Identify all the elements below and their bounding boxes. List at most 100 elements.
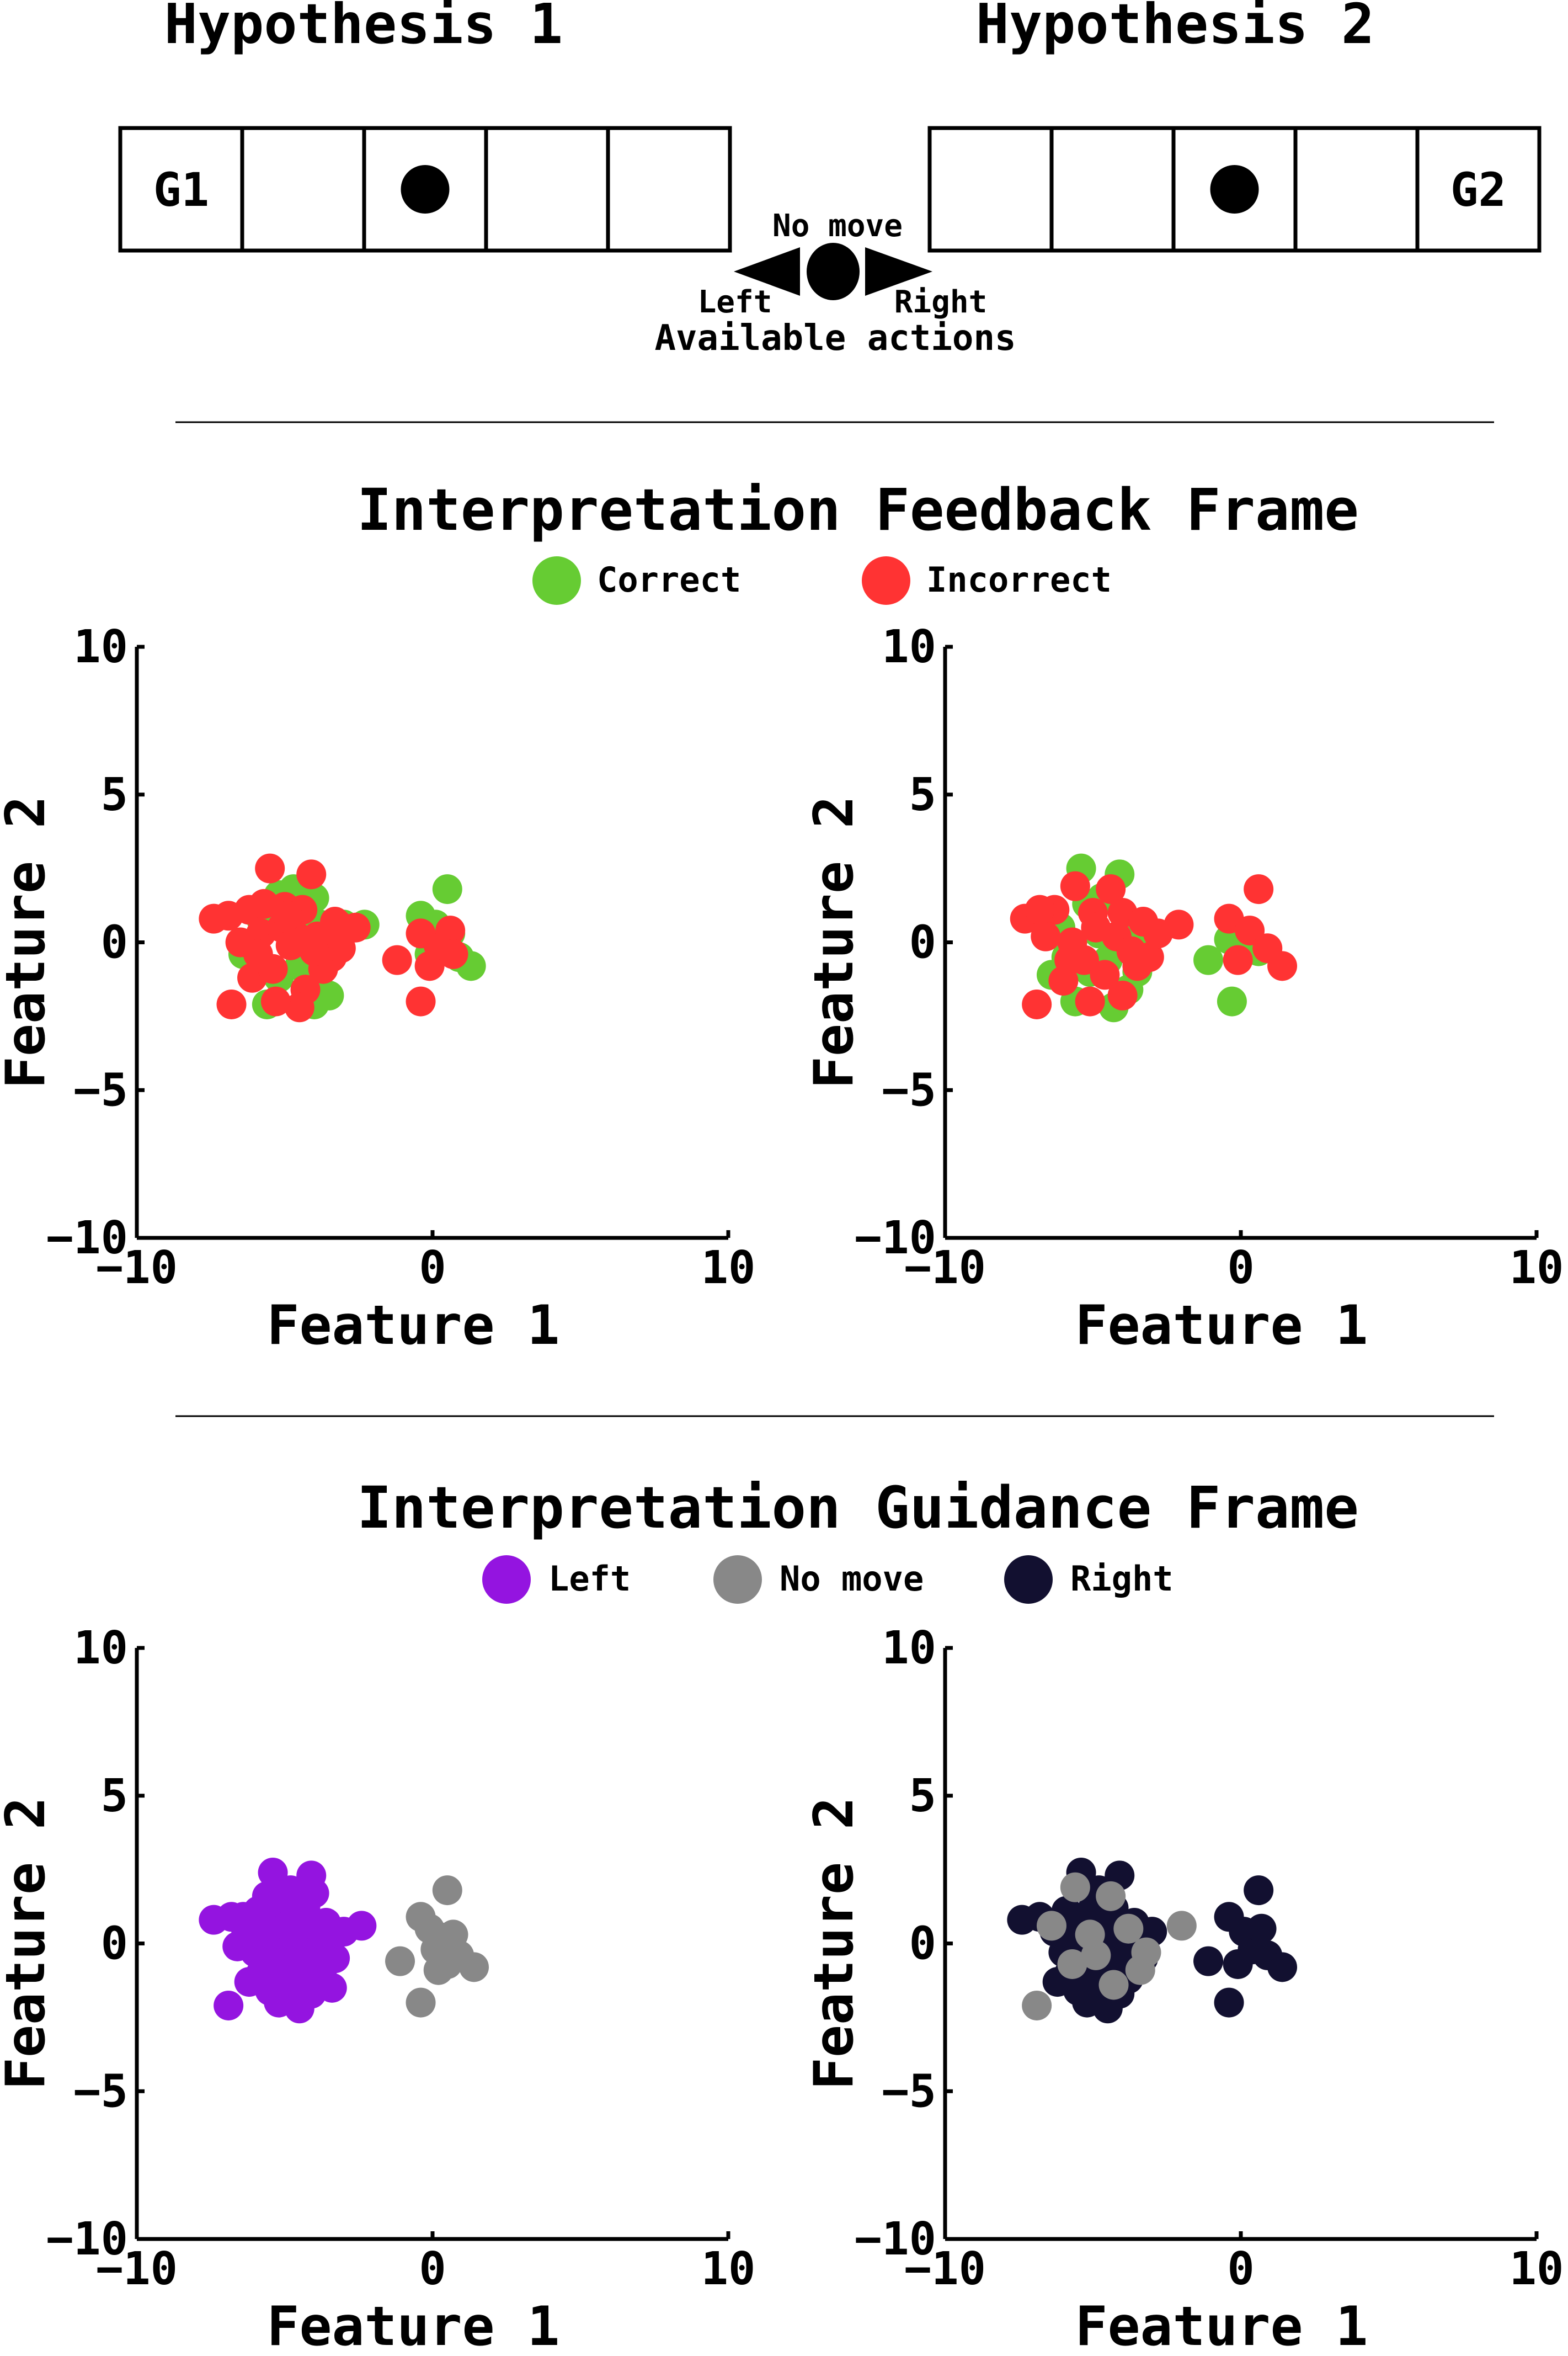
data-point (260, 986, 291, 1017)
y-tick-label: 5 (101, 1770, 128, 1822)
y-tick-label: −5 (882, 1064, 936, 1116)
legend-item-right: Right (1004, 1555, 1174, 1604)
y-tick-label: 0 (909, 1918, 936, 1970)
data-point (1022, 1990, 1052, 2020)
data-point (1214, 1987, 1244, 2018)
legend-marker-incorrect (862, 556, 910, 605)
y-tick-label: −5 (73, 2065, 128, 2118)
x-axis-title: Feature 1 (1075, 1294, 1368, 1357)
goal-label: G1 (153, 163, 209, 217)
data-point (423, 1955, 454, 1985)
data-point (216, 989, 247, 1019)
data-point (222, 1931, 253, 1961)
hypothesis-1-title: Hypothesis 1 (164, 0, 563, 56)
feedback-frame-title: Interpretation Feedback Frame (357, 476, 1359, 544)
data-point (326, 933, 356, 964)
x-axis-title: Feature 1 (266, 2295, 559, 2356)
hypothesis-2-grid: G2 (927, 126, 1542, 253)
left-arrow-icon (734, 247, 800, 296)
grid-cell (240, 126, 366, 253)
available-actions-caption: Available actions (654, 318, 1016, 359)
data-point (414, 951, 445, 981)
y-tick-label: −10 (46, 1212, 128, 1264)
data-point (435, 916, 466, 946)
y-tick-label: 0 (909, 917, 936, 969)
x-tick-label: 10 (701, 1242, 756, 1294)
data-point (438, 939, 468, 969)
guidance-frame-title: Interpretation Guidance Frame (357, 1474, 1359, 1541)
grid-cell (362, 126, 488, 253)
data-point (1107, 980, 1138, 1011)
y-tick-label: 0 (101, 917, 128, 969)
data-point (406, 1987, 436, 2018)
y-tick-label: 5 (101, 769, 128, 821)
legend-label-right: Right (1070, 1559, 1174, 1599)
x-tick-label: −10 (96, 1242, 178, 1294)
x-tick-label: 0 (1227, 2243, 1254, 2295)
y-tick-label: −10 (855, 1212, 936, 1264)
data-point (249, 889, 279, 919)
guidance-scatter-right: −10 −5 0 5 10 −10 0 10 Feature 1 Feature 2 (803, 1622, 1564, 2356)
grid-cell (1049, 126, 1176, 253)
data-point (1244, 1875, 1274, 1906)
data-point (1193, 1946, 1224, 1976)
data-point (284, 992, 314, 1023)
y-tick-label: 5 (909, 769, 936, 821)
data-point (1096, 1881, 1126, 1911)
y-tick-label: −5 (882, 2065, 936, 2118)
legend-item-left: Left (482, 1555, 631, 1604)
data-point (1131, 1937, 1161, 1967)
legend-marker-right (1004, 1555, 1053, 1604)
data-point (299, 1878, 329, 1908)
data-point (228, 1902, 258, 1932)
data-point (270, 1970, 300, 2000)
data-point (1090, 960, 1120, 990)
data-point (432, 1875, 462, 1906)
data-point (1054, 945, 1085, 975)
available-actions: No move Left Right Available actions (654, 208, 1016, 359)
data-point (1036, 1911, 1066, 1941)
grid-cell: G1 (118, 126, 244, 253)
data-point (1098, 1970, 1129, 2000)
y-tick-label: −10 (46, 2213, 128, 2265)
hypothesis-1-grid: G1 (118, 126, 732, 253)
y-tick-label: 0 (101, 1918, 128, 1970)
grid-cell (484, 126, 610, 253)
grid-cell (606, 126, 732, 253)
x-tick-label: 10 (1510, 2243, 1564, 2295)
grid-cell: G2 (1415, 126, 1542, 253)
data-point (1031, 921, 1061, 951)
y-axis-title: Feature 2 (803, 796, 866, 1089)
data-point (414, 1913, 445, 1944)
x-axis-title: Feature 1 (1075, 2295, 1368, 2356)
grid-cell (1171, 126, 1298, 253)
data-point (1267, 1952, 1298, 1982)
legend-item-incorrect: Incorrect (862, 556, 1112, 605)
hypothesis-2-title: Hypothesis 2 (976, 0, 1374, 56)
grid-cell (927, 126, 1054, 253)
action-no-move-label: No move (772, 208, 903, 244)
data-point (432, 874, 462, 905)
x-tick-label: 10 (1510, 1242, 1564, 1294)
action-left-label: Left (698, 284, 772, 320)
data-point (299, 936, 329, 966)
x-tick-label: 0 (419, 2243, 446, 2295)
feedback-scatter-left: −10 −5 0 5 10 −10 0 10 Feature 1 Feature 2 (0, 621, 755, 1357)
data-point (320, 907, 350, 937)
y-axis-title: Feature 2 (0, 1797, 57, 2090)
data-point (296, 859, 327, 890)
legend-marker-correct (532, 556, 581, 605)
y-axis-title: Feature 2 (0, 796, 57, 1089)
data-point (459, 1952, 489, 1982)
data-point (329, 1917, 359, 1947)
legend-label-correct: Correct (597, 560, 741, 600)
y-tick-label: −10 (855, 2213, 936, 2265)
data-point (1223, 1949, 1253, 1979)
data-point (1060, 1872, 1090, 1902)
data-point (1166, 1911, 1197, 1941)
x-tick-label: −10 (904, 2243, 986, 2295)
legend-label-no-move: No move (780, 1559, 924, 1599)
legend-item-correct: Correct (532, 556, 741, 605)
data-point (1096, 874, 1126, 905)
data-point (275, 930, 306, 960)
